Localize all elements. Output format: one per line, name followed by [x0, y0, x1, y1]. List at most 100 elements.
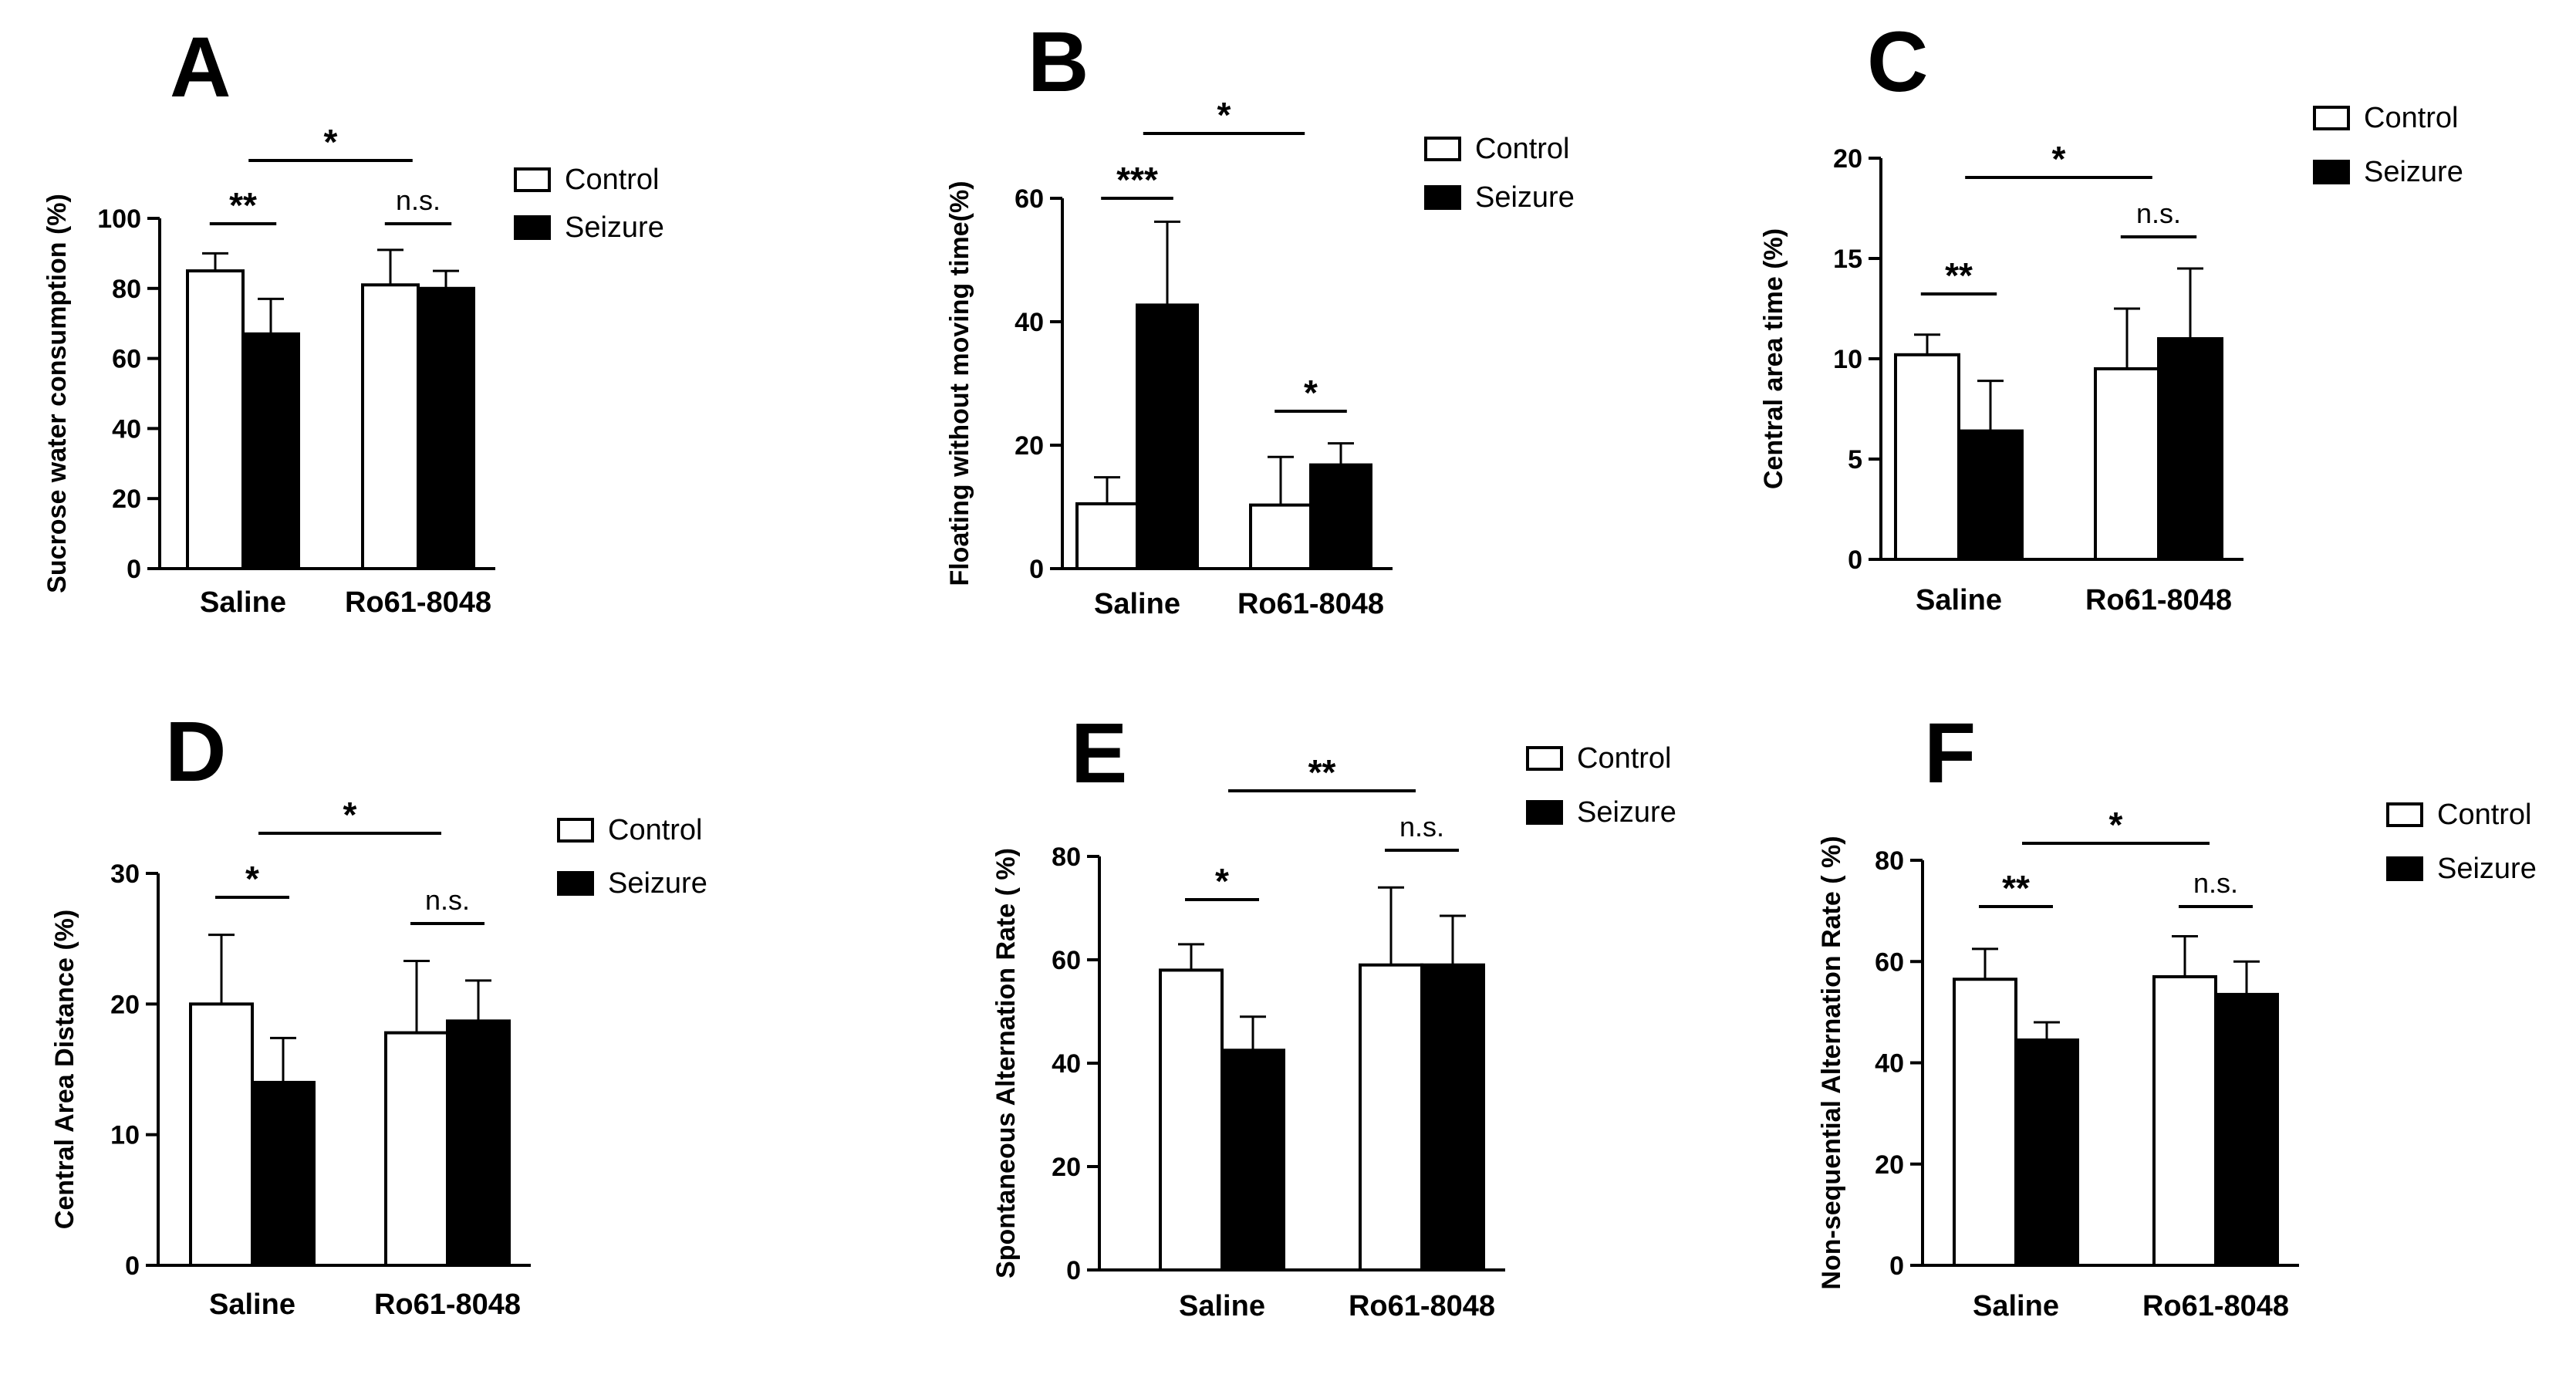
panel-e: E 0 20 40 60 80 Spontaneous Alternation Rate (… — [991, 706, 1676, 1322]
category-label: Ro61-8048 — [2085, 584, 2232, 616]
category-label: Saline — [1179, 1290, 1265, 1322]
significance-label: n.s. — [2193, 867, 2238, 899]
significance-label: n.s. — [1399, 811, 1444, 843]
y-tick-label: 40 — [1875, 1049, 1904, 1079]
y-tick-label: 0 — [1066, 1256, 1081, 1285]
y-tick-label: 80 — [112, 275, 141, 304]
bar-seizure — [1220, 1049, 1285, 1271]
panel-f: F 0 20 40 60 80 Non-sequential Alternation Rat… — [1817, 706, 2537, 1322]
significance-label: n.s. — [425, 884, 470, 916]
category-label: Ro61-8048 — [1349, 1290, 1495, 1322]
y-tick-label: 80 — [1052, 843, 1081, 872]
y-tick-label: 20 — [1015, 431, 1044, 461]
bar-seizure — [417, 286, 475, 570]
y-tick-label: 0 — [1889, 1251, 1904, 1281]
bar-control — [189, 1002, 254, 1268]
category-label: Ro61-8048 — [1237, 588, 1384, 620]
bar-seizure — [2014, 1038, 2079, 1267]
category-label: Saline — [1094, 588, 1180, 620]
y-tick-label: 0 — [125, 1251, 140, 1281]
significance-label: ** — [1308, 752, 1336, 792]
y-tick-label: 60 — [1052, 946, 1081, 975]
y-tick-label: 30 — [110, 859, 140, 889]
bar-control — [1359, 963, 1423, 1271]
y-axis-title: Central area time (%) — [1759, 228, 1788, 489]
panel-b: B 0 20 40 60 Floating without moving time(%) S… — [945, 15, 1575, 620]
category-label: Ro61-8048 — [374, 1288, 521, 1321]
legend-label: Control — [1475, 133, 1570, 165]
y-tick-label: 100 — [97, 204, 141, 234]
y-tick-label: 15 — [1833, 245, 1862, 274]
significance-label: * — [2109, 805, 2123, 845]
bar-control — [2152, 974, 2217, 1267]
panel-letter: E — [1071, 706, 1127, 801]
bar-seizure — [1957, 429, 2024, 561]
category-label: Saline — [200, 586, 286, 619]
bar-seizure — [446, 1019, 511, 1267]
legend-swatch-seizure — [514, 215, 551, 240]
y-tick-label: 40 — [112, 414, 141, 444]
y-tick-label: 20 — [1833, 144, 1862, 174]
panel-letter: D — [165, 704, 226, 799]
category-label: Saline — [1916, 584, 2002, 616]
legend-swatch-control — [557, 818, 594, 843]
bar-control — [384, 1031, 449, 1267]
panel-a: A 0 20 40 60 80 100 Sucrose water consumption (… — [42, 20, 664, 619]
bar-control — [1159, 968, 1224, 1272]
y-axis-title: Sucrose water consumption (%) — [42, 194, 72, 593]
legend-label: Seizure — [1475, 181, 1575, 214]
legend-label: Seizure — [2437, 853, 2537, 885]
y-tick-label: 20 — [112, 485, 141, 514]
significance-label: ** — [2002, 868, 2030, 908]
y-tick-label: 0 — [1848, 545, 1862, 575]
bar-seizure — [2157, 337, 2223, 561]
y-tick-label: 40 — [1052, 1049, 1081, 1079]
bar-control — [361, 283, 420, 570]
legend-swatch-seizure — [1526, 800, 1563, 825]
panel-letter: C — [1867, 15, 1928, 110]
significance-label: ** — [229, 185, 257, 225]
bar-seizure — [1420, 963, 1485, 1271]
y-tick-label: 10 — [110, 1121, 140, 1150]
legend-label: Control — [2364, 102, 2459, 134]
panel-d: D 0 10 20 30 Central Area Distance (%) Saline R… — [50, 704, 707, 1321]
legend-swatch-seizure — [557, 871, 594, 896]
legend-swatch-seizure — [2313, 160, 2350, 184]
y-tick-label: 40 — [1015, 308, 1044, 337]
legend-label: Seizure — [1577, 796, 1676, 829]
legend-label: Seizure — [2364, 156, 2463, 188]
significance-label: * — [2052, 139, 2066, 179]
bar-control — [1953, 978, 2017, 1267]
bar-seizure — [251, 1080, 316, 1268]
legend-swatch-seizure — [1424, 185, 1461, 210]
significance-label: n.s. — [396, 184, 441, 216]
significance-label: *** — [1116, 160, 1158, 200]
y-axis-title: Floating without moving time(%) — [945, 181, 974, 586]
legend-swatch-control — [2313, 106, 2350, 130]
bar-seizure — [1309, 463, 1372, 570]
legend-swatch-control — [1526, 746, 1563, 771]
significance-label: * — [1304, 373, 1318, 413]
significance-label: ** — [1945, 255, 1973, 295]
legend-label: Seizure — [608, 867, 707, 900]
y-tick-label: 80 — [1875, 846, 1904, 876]
significance-label: * — [245, 859, 259, 899]
legend-label: Seizure — [565, 211, 664, 244]
legend-label: Control — [608, 814, 703, 846]
y-axis-title: Central Area Distance (%) — [50, 910, 79, 1229]
y-tick-label: 20 — [1052, 1153, 1081, 1182]
legend-label: Control — [565, 164, 660, 196]
panel-letter: A — [170, 20, 231, 115]
y-tick-label: 60 — [112, 345, 141, 374]
bar-seizure — [1136, 303, 1199, 570]
y-axis-title: Spontaneous Alternation Rate ( %) — [991, 848, 1021, 1278]
category-label: Saline — [1973, 1290, 2059, 1322]
y-tick-label: 0 — [1029, 555, 1044, 584]
legend-label: Control — [1577, 742, 1672, 775]
legend-swatch-control — [1424, 137, 1461, 161]
category-label: Ro61-8048 — [345, 586, 491, 619]
y-tick-label: 5 — [1848, 445, 1862, 474]
bar-control — [1249, 503, 1312, 570]
